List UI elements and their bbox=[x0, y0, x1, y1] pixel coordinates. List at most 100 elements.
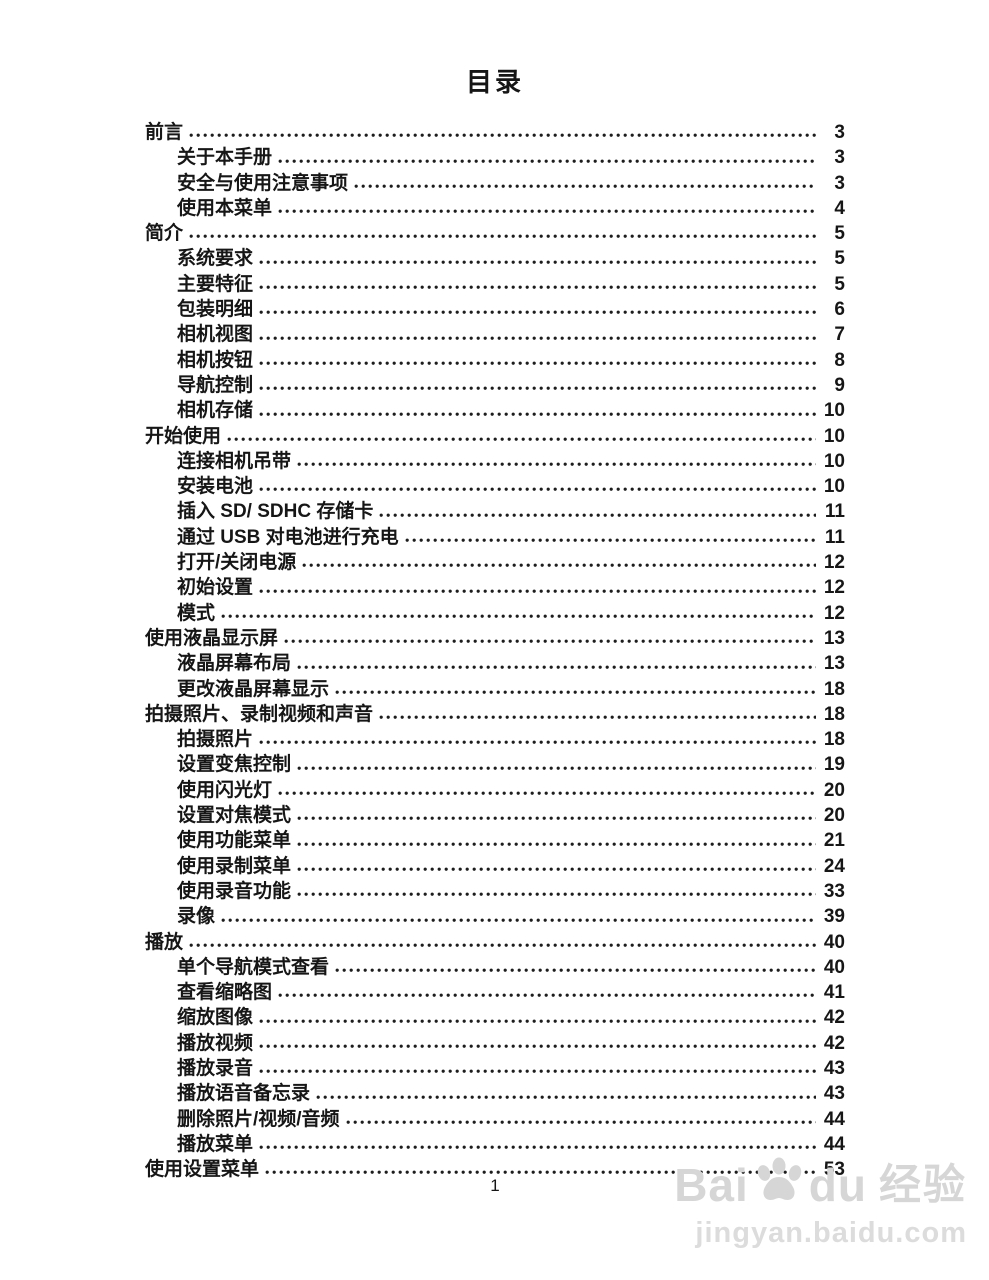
toc-entry-page: 5 bbox=[834, 273, 845, 295]
toc-entry: 插入 SD/ SDHC 存储卡 11 bbox=[145, 496, 845, 523]
dot-leader bbox=[316, 1094, 816, 1100]
toc-entry-title: 播放视频 bbox=[177, 1032, 254, 1054]
toc-entry-page: 12 bbox=[823, 577, 845, 599]
toc-entry-title: 录像 bbox=[177, 906, 216, 928]
toc-entry-page: 13 bbox=[823, 653, 845, 675]
toc-entry: 模式 12 bbox=[145, 598, 845, 624]
dot-leader bbox=[297, 866, 816, 872]
toc-entry: 缩放图像 42 bbox=[145, 1002, 845, 1029]
dot-leader bbox=[259, 411, 816, 417]
toc-entry: 使用录音功能 33 bbox=[145, 876, 845, 902]
toc-entry-page: 8 bbox=[834, 349, 845, 371]
dot-leader bbox=[259, 487, 816, 493]
dot-leader bbox=[284, 639, 816, 645]
toc-entry: 相机按钮 8 bbox=[145, 345, 845, 371]
dot-leader bbox=[335, 689, 816, 695]
dot-leader bbox=[335, 968, 816, 974]
dot-leader bbox=[259, 1069, 816, 1075]
toc-entry-page: 19 bbox=[823, 754, 845, 776]
dot-leader bbox=[259, 1145, 816, 1151]
toc-entry-title: 关于本手册 bbox=[177, 147, 273, 169]
toc-entry: 单个导航模式查看 40 bbox=[145, 952, 845, 978]
toc-entry-title: 使用录音功能 bbox=[177, 880, 292, 902]
toc-entry-title: 使用本菜单 bbox=[177, 197, 273, 219]
toc-entry: 播放菜单 44 bbox=[145, 1129, 845, 1155]
dot-leader bbox=[221, 917, 816, 923]
toc-entry-title: 主要特征 bbox=[177, 273, 254, 295]
toc-entry: 关于本手册 3 bbox=[145, 142, 845, 169]
toc-entry-title: 设置对焦模式 bbox=[177, 805, 292, 827]
toc-entry-page: 11 bbox=[824, 501, 845, 523]
dot-leader bbox=[259, 386, 816, 392]
toc-entry-page: 42 bbox=[823, 1007, 845, 1029]
toc-entry: 主要特征 5 bbox=[145, 269, 845, 295]
toc-entry-page: 5 bbox=[834, 223, 845, 245]
toc-entry: 播放 40 bbox=[145, 927, 845, 953]
toc-entry: 录像 39 bbox=[145, 901, 845, 928]
toc-entry-title: 初始设置 bbox=[177, 577, 254, 599]
toc-entry: 使用设置菜单 53 bbox=[145, 1154, 845, 1180]
dot-leader bbox=[259, 1018, 816, 1024]
toc-entry-page: 10 bbox=[823, 476, 845, 498]
dot-leader bbox=[189, 942, 816, 948]
toc-entry-page: 12 bbox=[823, 602, 845, 624]
toc-entry: 安全与使用注意事项 3 bbox=[145, 168, 845, 194]
toc-entry: 播放语音备忘录 43 bbox=[145, 1078, 845, 1105]
toc-entry-page: 5 bbox=[834, 248, 845, 270]
toc-entry-page: 10 bbox=[823, 425, 845, 447]
toc-entry-title: 使用闪光灯 bbox=[177, 779, 273, 801]
toc-entry-title: 液晶屏幕布局 bbox=[177, 653, 292, 675]
toc-entry-title: 播放录音 bbox=[177, 1057, 254, 1079]
baidu-paw-icon bbox=[757, 1157, 802, 1200]
toc-entry-title: 简介 bbox=[145, 223, 184, 245]
toc-entry-title: 安装电池 bbox=[177, 476, 254, 498]
dot-leader bbox=[227, 436, 816, 442]
toc-entry-page: 3 bbox=[834, 172, 845, 194]
toc-entry: 使用功能菜单 21 bbox=[145, 825, 845, 852]
toc-entry-title: 相机存储 bbox=[177, 400, 254, 422]
toc-entry-title: 使用液晶显示屏 bbox=[145, 627, 279, 649]
toc-entry-page: 18 bbox=[823, 729, 845, 751]
toc-page: 目录 前言 3 关于本手册 3 安全与使用注意事项 3 使用本菜单 4 简介 5… bbox=[145, 62, 845, 1180]
toc-entry-page: 7 bbox=[834, 324, 845, 346]
dot-leader bbox=[221, 613, 816, 619]
watermark-brand-left: Bai bbox=[674, 1159, 749, 1211]
dot-leader bbox=[259, 285, 816, 291]
toc-entry-title: 单个导航模式查看 bbox=[177, 956, 330, 978]
toc-entry: 通过 USB 对电池进行充电 11 bbox=[145, 522, 845, 548]
toc-entry-page: 44 bbox=[823, 1133, 845, 1155]
toc-entry: 使用录制菜单 24 bbox=[145, 851, 845, 877]
dot-leader bbox=[265, 1170, 816, 1176]
toc-entry: 使用液晶显示屏 13 bbox=[145, 623, 845, 649]
toc-entry: 前言 3 bbox=[145, 117, 845, 143]
dot-leader bbox=[345, 1119, 816, 1125]
toc-entry: 液晶屏幕布局 13 bbox=[145, 648, 845, 675]
dot-leader bbox=[297, 664, 816, 670]
toc-entry-title: 使用录制菜单 bbox=[177, 855, 292, 877]
toc-entry-title: 播放 bbox=[145, 931, 184, 953]
dot-leader bbox=[189, 234, 816, 240]
dot-leader bbox=[259, 588, 816, 594]
toc-entry-page: 44 bbox=[823, 1108, 845, 1130]
toc-entry: 初始设置 12 bbox=[145, 572, 845, 599]
dot-leader bbox=[259, 1043, 816, 1049]
toc-entry-title: 使用功能菜单 bbox=[177, 830, 292, 852]
dot-leader bbox=[297, 841, 816, 847]
toc-entry-title: 安全与使用注意事项 bbox=[177, 172, 349, 194]
toc-entry-title: 设置变焦控制 bbox=[177, 754, 292, 776]
toc-entry-title: 系统要求 bbox=[177, 248, 254, 270]
page-number: 1 bbox=[490, 1176, 500, 1195]
toc-entry-title: 相机视图 bbox=[177, 324, 254, 346]
toc-entry-page: 10 bbox=[823, 450, 845, 472]
toc-entry-page: 41 bbox=[823, 982, 845, 1004]
toc-entry-page: 9 bbox=[834, 374, 845, 396]
toc-entry-title: 通过 USB 对电池进行充电 bbox=[177, 526, 399, 548]
toc-entry-title: 删除照片/视频/音频 bbox=[177, 1108, 340, 1130]
toc-entry-page: 4 bbox=[834, 197, 845, 219]
toc-entry-title: 缩放图像 bbox=[177, 1007, 254, 1029]
dot-leader bbox=[189, 133, 816, 139]
toc-list: 前言 3 关于本手册 3 安全与使用注意事项 3 使用本菜单 4 简介 5 系统… bbox=[145, 117, 845, 1180]
toc-entry-page: 43 bbox=[823, 1083, 845, 1105]
watermark-suffix: 经验 bbox=[878, 1161, 967, 1208]
toc-entry-title: 模式 bbox=[177, 602, 216, 624]
